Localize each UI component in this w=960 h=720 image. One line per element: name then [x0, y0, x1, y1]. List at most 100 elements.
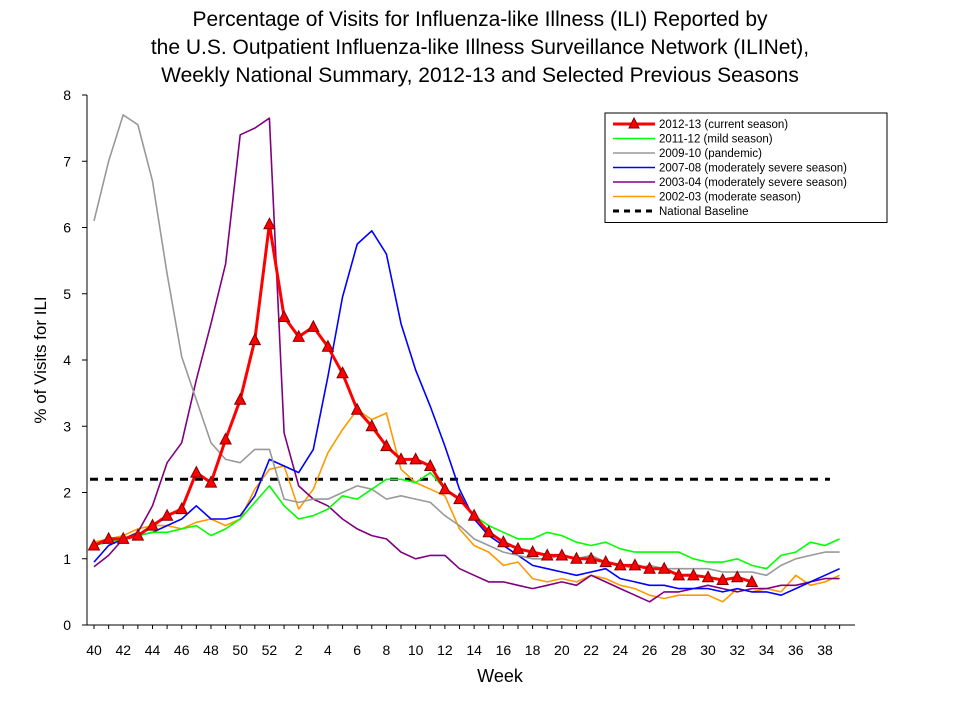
data-point-marker [570, 551, 583, 564]
x-tick-label: 32 [729, 642, 745, 658]
x-tick-label: 44 [145, 642, 161, 658]
data-point-marker [306, 319, 320, 332]
data-point-marker [263, 217, 276, 230]
data-point-marker [336, 366, 349, 379]
data-point-marker [321, 339, 335, 352]
legend: 2012-13 (current season) 2011-12 (mild se… [604, 112, 888, 223]
data-point-marker [423, 458, 437, 471]
x-tick-label: 46 [174, 642, 190, 658]
data-point-marker [102, 531, 115, 544]
x-tick-label: 8 [383, 642, 391, 658]
data-point-marker [657, 561, 671, 574]
x-tick-label: 24 [613, 642, 629, 658]
data-point-marker [146, 518, 159, 531]
data-point-marker [730, 570, 744, 583]
data-point-marker [409, 452, 422, 465]
series-line-2007-08 [93, 230, 840, 597]
chart-title-line-3: Weekly National Summary, 2012-13 and Sel… [161, 64, 799, 87]
data-point-marker [438, 482, 452, 495]
data-point-marker [745, 574, 759, 587]
x-tick-label: 2 [295, 642, 303, 658]
y-tick-label: 1 [63, 551, 71, 567]
x-tick-label: 14 [466, 642, 482, 658]
x-tick-label: 52 [262, 642, 278, 658]
legend-label: 2007-08 (moderately severe season) [659, 163, 847, 175]
data-point-marker [555, 548, 569, 561]
y-tick-label: 3 [63, 418, 71, 434]
legend-label: 2011-12 (mild season) [659, 134, 773, 146]
data-point-marker [701, 570, 715, 583]
data-point-marker [628, 558, 642, 571]
data-point-marker [219, 432, 232, 445]
data-point-marker [467, 508, 481, 521]
data-point-marker [526, 545, 539, 558]
y-tick-label: 4 [63, 352, 71, 368]
data-point-marker [584, 551, 598, 564]
x-tick-label: 10 [408, 642, 424, 658]
data-point-marker [613, 558, 627, 571]
x-tick-label: 38 [817, 642, 833, 658]
chart-title-line-2: the U.S. Outpatient Influenza-like Illne… [150, 36, 810, 59]
data-point-marker [87, 538, 101, 551]
x-tick-label: 6 [353, 642, 361, 658]
series-line-2012-13 [93, 222, 753, 584]
legend-label: 2003-04 (moderately severe season) [659, 177, 847, 189]
x-tick-label: 4 [324, 642, 332, 658]
x-axis-label: Week [477, 666, 524, 686]
data-point-marker [672, 568, 686, 581]
x-tick-label: 40 [86, 642, 102, 658]
chart-title: Percentage of Visits for Influenza-like … [0, 6, 960, 90]
data-point-marker [248, 333, 262, 346]
x-tick-label: 26 [642, 642, 658, 658]
series-line-2002-03 [93, 408, 840, 603]
data-point-marker [365, 419, 379, 432]
data-point-marker [453, 492, 466, 505]
legend-label: 2009-10 (pandemic) [659, 148, 762, 160]
chart-title-line-1: Percentage of Visits for Influenza-like … [192, 8, 768, 31]
data-point-marker [204, 475, 218, 488]
x-tick-label: 34 [759, 642, 775, 658]
data-point-marker [175, 501, 189, 515]
series-line-2009-10 [93, 114, 840, 577]
y-tick-label: 5 [63, 286, 71, 302]
data-point-marker [116, 531, 130, 544]
data-point-marker [190, 465, 203, 478]
data-point-marker [394, 452, 408, 465]
legend-label: National Baseline [659, 206, 749, 218]
x-tick-label: 12 [437, 642, 453, 658]
x-tick-label: 20 [554, 642, 570, 658]
data-point-marker [160, 508, 174, 521]
data-point-marker [540, 548, 554, 561]
series-line-2003-04 [93, 117, 840, 603]
x-tick-label: 22 [583, 642, 599, 658]
data-point-marker [131, 528, 145, 541]
data-point-marker [233, 392, 247, 405]
data-point-marker [380, 439, 393, 452]
x-tick-label: 30 [700, 642, 716, 658]
x-tick-label: 50 [232, 642, 248, 658]
y-tick-label: 2 [63, 485, 71, 501]
y-tick-label: 0 [63, 617, 71, 633]
legend-label: 2012-13 (current season) [659, 119, 788, 131]
data-point-marker [643, 561, 656, 574]
data-point-marker [497, 535, 510, 548]
x-tick-label: 36 [788, 642, 804, 658]
data-point-marker [482, 525, 496, 538]
data-point-marker [716, 572, 729, 585]
data-point-marker [599, 554, 613, 568]
legend-marker [628, 116, 640, 129]
data-point-marker [350, 402, 364, 415]
y-axis-label: % of Visits for ILI [31, 296, 50, 423]
y-tick-label: 6 [63, 220, 71, 236]
y-tick-label: 7 [63, 153, 71, 169]
x-tick-label: 48 [203, 642, 219, 658]
legend-label: 2002-03 (moderate season) [659, 192, 801, 204]
series-layer [87, 114, 840, 603]
data-point-marker [687, 568, 700, 581]
data-point-marker [277, 309, 291, 322]
x-tick-label: 28 [671, 642, 687, 658]
data-point-marker [511, 541, 525, 554]
x-tick-label: 18 [525, 642, 541, 658]
y-tick-label: 8 [63, 87, 71, 103]
